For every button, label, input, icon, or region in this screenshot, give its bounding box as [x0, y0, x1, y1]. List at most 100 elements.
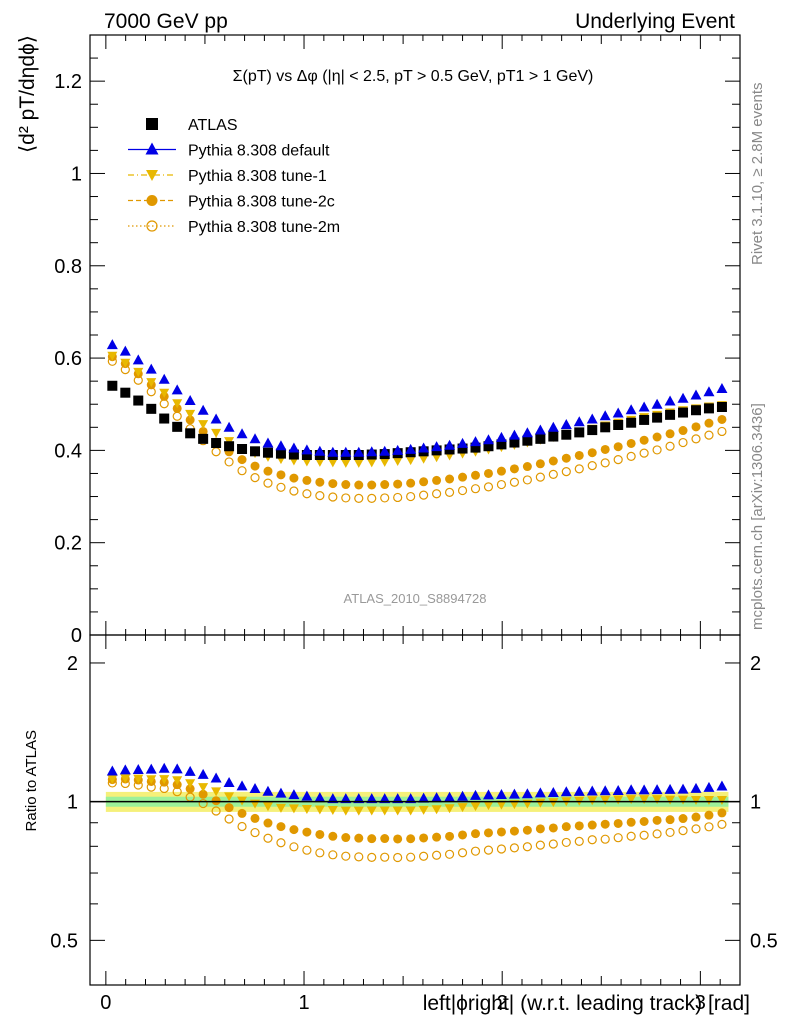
ratio-point-tune1 [535, 798, 546, 808]
data-point-atlas [548, 431, 559, 442]
data-point-tune1 [353, 458, 364, 468]
data-point-atlas [652, 412, 663, 423]
data-point-tune2m [315, 491, 325, 501]
data-point-tune2c [509, 464, 519, 474]
x-tick-label: 2 [497, 992, 508, 1014]
data-point-default [106, 339, 118, 350]
ratio-point-tune2c [548, 823, 558, 833]
ratio-point-tune2c [717, 808, 727, 818]
data-point-tune2m [393, 492, 403, 503]
ratio-point-tune2c [406, 834, 416, 844]
ratio-point-tune2c [639, 817, 649, 827]
ratio-point-default [379, 793, 391, 804]
y-tick-label: 1 [71, 163, 82, 185]
ratio-point-tune2m [483, 845, 494, 855]
data-point-tune1 [146, 378, 157, 388]
data-point-default [262, 437, 274, 448]
ratio-point-tune2m [470, 846, 481, 856]
data-point-default [366, 446, 378, 457]
ratio-point-tune2c [250, 813, 260, 823]
ratio-point-tune1 [626, 795, 637, 805]
data-point-atlas [626, 417, 637, 428]
ratio-point-default [534, 787, 546, 798]
data-point-tune2m [354, 493, 364, 503]
legend-marker-tune2c [146, 195, 158, 206]
ratio-point-tune2m [626, 831, 636, 841]
data-point-default [625, 404, 637, 415]
ratio-point-default [716, 780, 728, 791]
y-tick-label-right: 2 [750, 653, 761, 675]
ratio-point-tune2m [198, 798, 208, 809]
data-point-default [210, 413, 222, 424]
ratio-point-tune1 [639, 795, 650, 805]
data-point-tune2c [172, 403, 182, 413]
data-point-atlas [496, 439, 507, 450]
ratio-point-tune2c [276, 822, 286, 832]
ratio-point-default [521, 788, 533, 799]
chart-title: Σ(pT) vs Δφ (|η| < 2.5, pT > 0.5 GeV, pT… [233, 68, 594, 85]
ratio-point-tune2c [483, 828, 493, 838]
ratio-point-default [651, 784, 663, 795]
ratio-point-tune2c [237, 808, 247, 818]
data-point-tune2m [717, 426, 727, 437]
data-point-tune1 [198, 420, 209, 430]
data-point-default [599, 410, 611, 421]
legend-marker-atlas [146, 118, 158, 130]
data-point-atlas [587, 425, 598, 436]
ratio-point-default [366, 793, 378, 804]
data-point-tune1 [211, 428, 222, 438]
ratio-point-tune1 [548, 798, 559, 808]
x-tick-label: 1 [298, 992, 309, 1014]
ratio-point-tune2m [522, 842, 532, 852]
data-point-tune2m [289, 486, 299, 496]
ratio-point-tune2m [263, 833, 273, 843]
data-point-default [379, 445, 391, 456]
ratio-point-tune1 [444, 804, 455, 814]
data-point-tune1 [107, 351, 118, 361]
data-point-tune2c [341, 480, 351, 490]
ratio-point-tune2m [665, 827, 675, 838]
ratio-point-default [677, 783, 689, 794]
ratio-point-tune2c [328, 831, 338, 841]
data-point-tune2m [444, 487, 455, 497]
data-point-tune2m [665, 441, 675, 451]
ratio-point-tune2c [458, 830, 468, 840]
data-point-tune2m [548, 469, 558, 479]
data-point-tune2m [496, 479, 507, 490]
data-point-tune2c [198, 426, 208, 436]
ratio-point-default [145, 763, 157, 774]
ratio-point-default [249, 782, 261, 793]
ratio-point-default [482, 789, 494, 800]
ratio-point-tune1 [327, 806, 338, 816]
data-point-default [612, 407, 624, 418]
data-point-default [560, 419, 572, 429]
data-point-tune1 [366, 458, 377, 468]
data-point-tune2m [250, 473, 260, 483]
ratio-point-default [288, 789, 300, 800]
ratio-point-tune1 [470, 802, 481, 812]
data-point-tune2c [587, 448, 597, 458]
data-point-tune2m [172, 411, 182, 421]
data-point-atlas [262, 447, 273, 458]
data-point-tune2c [652, 432, 662, 442]
data-point-tune2c [250, 461, 260, 471]
ratio-point-tune2m [276, 838, 286, 848]
ratio-point-tune2m [704, 822, 714, 832]
data-point-atlas [237, 444, 248, 454]
ratio-point-tune2m [561, 837, 571, 848]
data-point-tune1 [405, 456, 416, 466]
data-point-tune2c [691, 422, 701, 432]
ratio-point-tune1 [172, 776, 183, 786]
data-point-tune2m [483, 482, 494, 492]
data-point-atlas [483, 441, 494, 452]
data-point-tune2c [548, 456, 558, 466]
ratio-point-tune1 [275, 803, 286, 813]
data-point-tune2m [328, 492, 338, 502]
header-right-label: Underlying Event [575, 10, 735, 33]
ratio-point-tune2m [509, 843, 520, 853]
ratio-point-default [210, 772, 222, 783]
ratio-point-default [638, 784, 650, 795]
data-point-tune2c [432, 475, 442, 485]
data-point-tune2m [341, 493, 351, 503]
